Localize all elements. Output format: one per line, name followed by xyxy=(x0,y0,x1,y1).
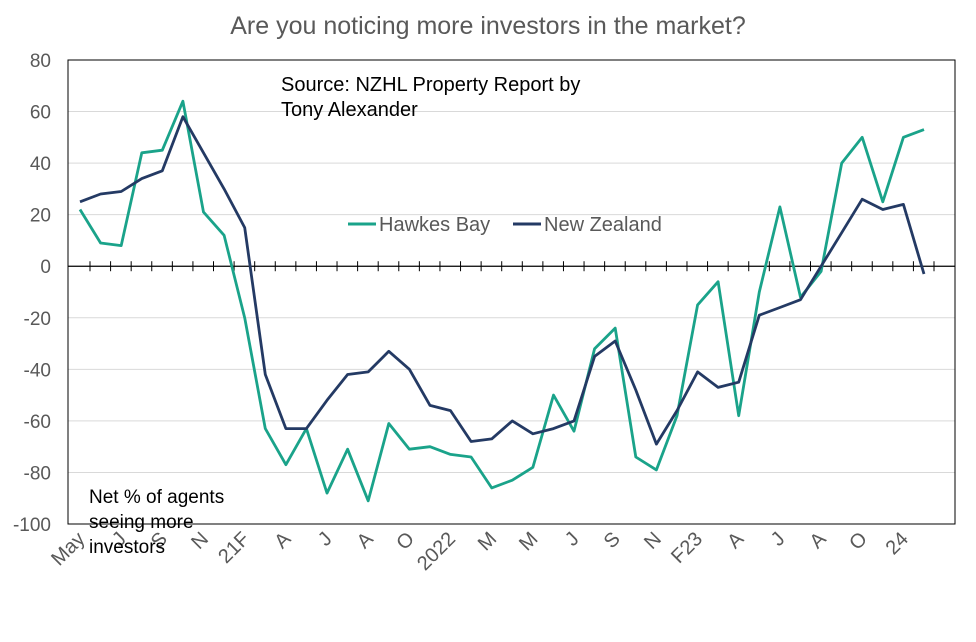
x-tick-label: M xyxy=(474,528,501,555)
x-tick-label: S xyxy=(600,528,625,553)
y-tick-label: 80 xyxy=(30,51,51,72)
x-tick-label: 2022 xyxy=(413,528,460,575)
y-tick-label: 0 xyxy=(40,257,51,278)
series-line-new-zealand xyxy=(79,115,926,446)
x-tick-label: A xyxy=(270,528,295,553)
legend: Hawkes Bay New Zealand xyxy=(348,214,662,236)
source-note: Tony Alexander xyxy=(281,99,418,121)
x-tick-label: May xyxy=(47,528,89,570)
legend-label: Hawkes Bay xyxy=(379,214,490,236)
axis-note: Net % of agents xyxy=(89,487,224,508)
y-tick-label: -80 xyxy=(24,463,51,484)
x-tick-label: O xyxy=(845,528,872,555)
plot-frame xyxy=(67,59,956,525)
y-tick-label: -60 xyxy=(24,412,51,433)
x-tick-label: J xyxy=(561,528,584,551)
x-tick-label: J xyxy=(767,528,790,551)
gridlines xyxy=(68,111,955,473)
y-tick-label: -40 xyxy=(24,360,51,381)
y-tick-label: -20 xyxy=(24,309,51,330)
x-tick-label: A xyxy=(806,528,831,553)
x-tick-label: 21F xyxy=(214,528,254,568)
x-tick-label: 24 xyxy=(882,528,913,559)
axis-note: seeing more xyxy=(89,512,194,533)
source-note: Source: NZHL Property Report by xyxy=(281,74,580,96)
annotations: Source: NZHL Property Report by Tony Alex… xyxy=(89,74,580,558)
x-tick-label: A xyxy=(353,528,378,553)
x-tick-label: F23 xyxy=(667,528,707,568)
y-tick-label: 60 xyxy=(30,103,51,124)
series-layer xyxy=(78,99,926,503)
x-tick-label: A xyxy=(723,528,748,553)
y-tick-label: 20 xyxy=(30,206,51,227)
x-tick-label: N xyxy=(640,528,666,554)
y-tick-label: 40 xyxy=(30,154,51,175)
y-axis: 80 60 40 20 0 -20 -40 -60 -80 -100 xyxy=(13,51,51,536)
x-tick-label: M xyxy=(515,528,542,555)
series-line-hawkes-bay xyxy=(78,99,925,503)
x-tick-label: J xyxy=(314,528,337,551)
plot-border xyxy=(67,59,956,525)
y-tick-label: -100 xyxy=(13,515,51,536)
x-tick-label: O xyxy=(392,528,419,555)
legend-label: New Zealand xyxy=(544,214,662,236)
chart-title: Are you noticing more investors in the m… xyxy=(230,12,746,40)
axis-note: investors xyxy=(89,537,165,558)
